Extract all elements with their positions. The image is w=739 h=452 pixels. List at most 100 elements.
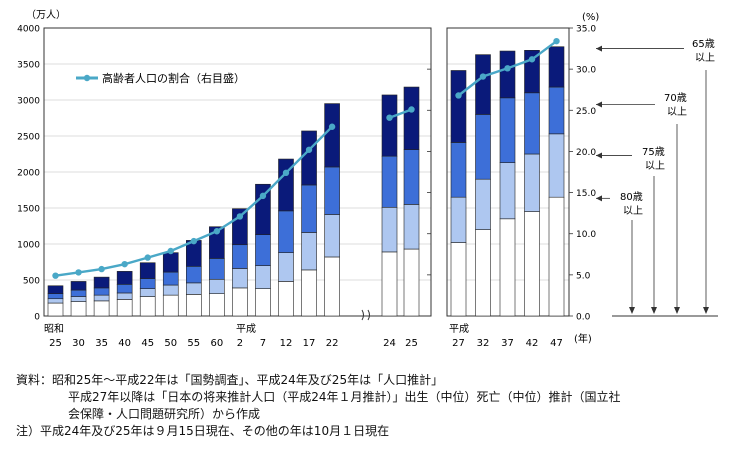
bar-segment	[209, 293, 225, 317]
bar-segment	[548, 196, 565, 317]
left-tick-label: 3500	[17, 61, 40, 71]
age-label-65-l2: 以上	[695, 52, 715, 64]
ratio-point	[259, 192, 267, 200]
bar-segment	[209, 278, 225, 294]
bar-segment	[499, 97, 516, 163]
x-tick-label: 32	[477, 338, 490, 349]
age-label-80-l1: 80歳	[620, 191, 643, 203]
bar-segment	[499, 162, 516, 220]
bar-segment	[70, 281, 87, 291]
bar-segment	[450, 142, 467, 198]
bar-segment	[475, 114, 491, 180]
era-heisei-label-1: 平成	[236, 323, 256, 335]
age-leader-arrowhead	[596, 45, 602, 52]
bar-segment	[301, 232, 317, 271]
bar-segment	[403, 86, 420, 150]
ratio-point	[479, 73, 487, 80]
bar-segment	[524, 211, 540, 317]
bar-segment	[475, 229, 491, 317]
bar-segment	[70, 296, 87, 302]
left-tick-label: 1000	[17, 241, 40, 251]
bar-segment	[381, 206, 398, 253]
era-showa-label: 昭和	[44, 323, 64, 335]
bar-segment	[139, 296, 156, 317]
bar-segment	[232, 268, 248, 289]
bar-segment	[324, 103, 340, 168]
x-tick-label: 25	[49, 338, 62, 349]
ratio-point	[282, 169, 290, 177]
ratio-point	[455, 92, 462, 99]
note-line-1: 資料：昭和25年～平成22年は「国勢調査」、平成24年及び25年は「人口推計」	[16, 373, 444, 387]
x-tick-label: 47	[550, 338, 563, 349]
ratio-point	[75, 269, 82, 276]
age-label-75-l2: 以上	[645, 160, 665, 172]
bar-segment	[324, 214, 340, 258]
bar-segment	[255, 288, 271, 317]
bar-segment	[116, 271, 133, 285]
age-label-65-l1: 65歳	[692, 38, 715, 50]
bar-segment	[301, 130, 317, 186]
x-tick-label: 12	[280, 338, 293, 349]
x-tick-label: 35	[95, 338, 108, 349]
bar-segment	[255, 265, 271, 289]
bar-segment	[116, 292, 133, 300]
bar-segment	[324, 166, 340, 215]
age-label-70-l1: 70歳	[664, 92, 687, 104]
right-tick-label: 25.0	[576, 107, 596, 117]
left-tick-label: 1500	[17, 205, 40, 215]
note-line-4: 注）平成24年及び25年は９月15日現在、その他の年は10月１日現在	[16, 424, 390, 438]
age-label-80-l2: 以上	[623, 205, 643, 217]
bar-segment	[232, 244, 248, 269]
bar-segment	[209, 258, 225, 280]
bar-segment	[475, 54, 491, 115]
x-tick-label: 25	[405, 338, 418, 349]
x-tick-label: 27	[452, 338, 465, 349]
right-tick-label: 15.0	[576, 189, 596, 199]
x-tick-label: 42	[526, 338, 539, 349]
x-tick-label: 24	[383, 338, 396, 349]
bar-segment	[47, 293, 64, 300]
bar-segment	[209, 226, 225, 259]
ratio-point	[121, 260, 128, 268]
left-tick-label: 2000	[17, 169, 40, 179]
right-axis-unit: (%)	[582, 12, 599, 23]
bar-segment	[139, 288, 156, 297]
age-vertical-arrowhead	[674, 307, 680, 314]
legend-label: 高齢者人口の割合（右目盛）	[102, 71, 245, 85]
bar-segment	[186, 266, 202, 284]
bar-segment	[524, 92, 540, 155]
left-tick-label: 500	[23, 277, 40, 287]
bar-segment	[450, 242, 467, 317]
right-tick-label: 20.0	[576, 148, 596, 158]
bar-segment	[278, 158, 294, 212]
ratio-point	[408, 106, 415, 113]
age-vertical-arrowhead	[629, 307, 635, 314]
age-vertical-arrowhead	[703, 307, 709, 314]
bar-segment	[403, 248, 420, 317]
bar-segment	[93, 287, 110, 296]
ratio-point	[190, 237, 197, 245]
era-heisei-label-2: 平成	[449, 323, 469, 335]
bar-segment	[524, 153, 540, 212]
ratio-point	[328, 123, 336, 130]
ratio-point	[167, 247, 174, 255]
age-leader-arrowhead	[596, 152, 602, 159]
bar-segment	[186, 282, 202, 295]
left-tick-label: 2500	[17, 133, 40, 143]
x-tick-label: 40	[118, 338, 131, 349]
x-tick-label: 45	[141, 338, 154, 349]
left-axis-unit: （万人）	[26, 9, 66, 21]
bar-segment	[475, 178, 491, 230]
bar-segment	[450, 196, 467, 243]
bar-segment	[278, 210, 294, 253]
age-leader-arrowhead	[596, 195, 602, 202]
bar-segment	[255, 234, 271, 266]
chart: （万人） (%) 昭和 平成 平成 (年) 050010001500200025…	[17, 9, 718, 349]
axes: （万人） (%) 昭和 平成 平成 (年) 050010001500200025…	[17, 9, 599, 349]
ratio-line	[52, 37, 560, 279]
right-tick-label: 5.0	[576, 271, 591, 281]
x-tick-label: 17	[303, 338, 316, 349]
bar-segment	[548, 86, 565, 135]
right-tick-label: 30.0	[576, 66, 596, 76]
age-label-70-l2: 以上	[667, 106, 687, 118]
